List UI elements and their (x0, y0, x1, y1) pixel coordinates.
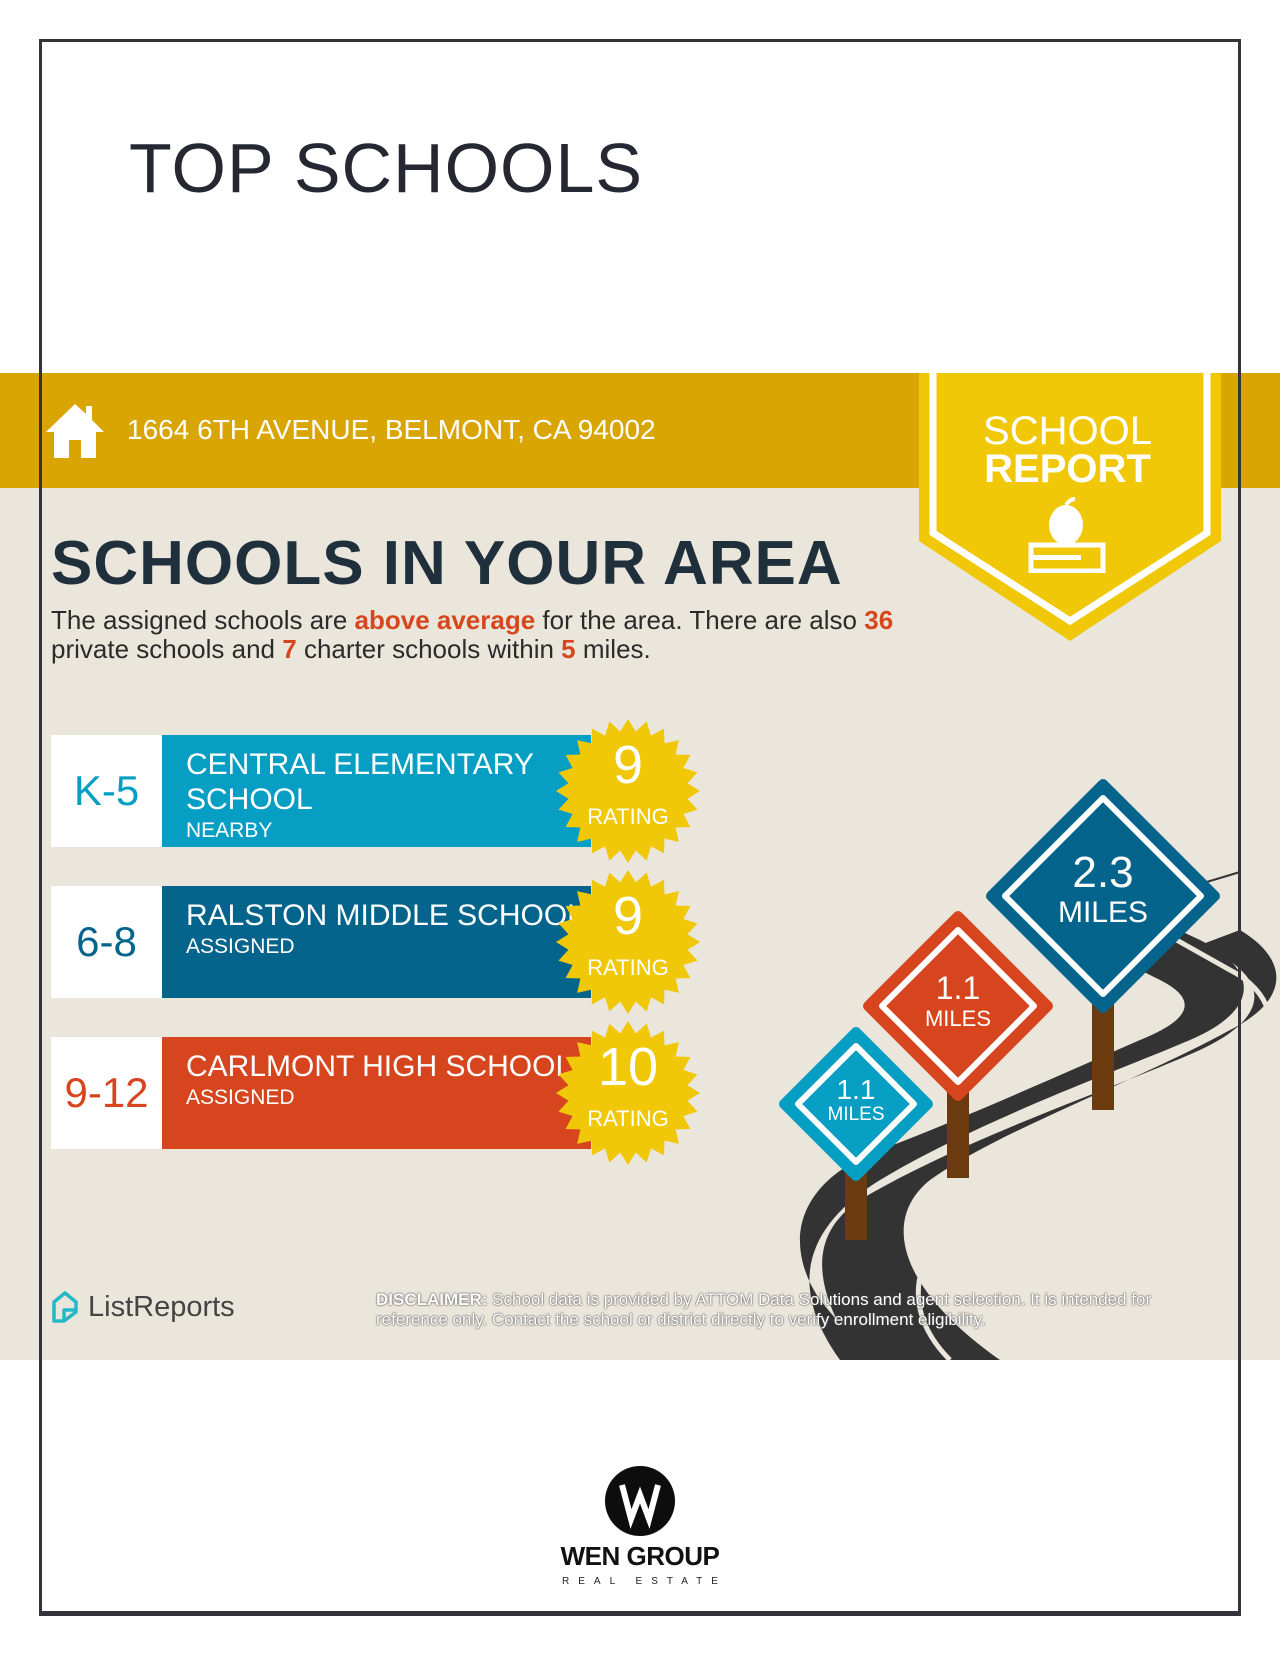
section-heading: SCHOOLS IN YOUR AREA (51, 529, 843, 598)
section-lead: The assigned schools are above average f… (51, 605, 894, 664)
distance-unit: MILES (924, 1005, 992, 1031)
school-name-bar: CARLMONT HIGH SCHOOL ASSIGNED (162, 1037, 591, 1149)
school-row: K-5 CENTRAL ELEMENTARY SCHOOL NEARBY 9 R… (51, 719, 700, 863)
school-status: ASSIGNED (186, 1086, 295, 1109)
distance-sign-border (795, 1043, 917, 1165)
disclaimer: DISCLAIMER: School data is provided by A… (376, 1290, 1152, 1329)
agent-logo: WEN GROUP REAL ESTATE (540, 1465, 740, 1587)
distance-value: 1.1 (836, 1073, 876, 1105)
school-name-bar: RALSTON MIDDLE SCHOOL ASSIGNED (162, 886, 591, 998)
road (800, 912, 1244, 1360)
school-status: NEARBY (186, 819, 273, 842)
distance-sign-border (1002, 795, 1204, 997)
page-title: TOP SCHOOLS (129, 129, 644, 207)
grade-range: 6-8 (51, 886, 162, 998)
distance-sign (986, 779, 1220, 1013)
rating-label: RATING (587, 1106, 669, 1131)
rating-label: RATING (587, 804, 669, 829)
school-row: 9-12 CARLMONT HIGH SCHOOL ASSIGNED 10 RA… (51, 1021, 700, 1165)
distance-value: 2.3 (1072, 847, 1134, 897)
distance-sign-border (879, 927, 1037, 1085)
road-centerline (915, 922, 1273, 1360)
school-name: RALSTON MIDDLE SCHOOL (186, 899, 584, 932)
rating-badge: 10 RATING (553, 1018, 703, 1168)
school-row: 6-8 RALSTON MIDDLE SCHOOL ASSIGNED 9 RAT… (51, 870, 700, 1014)
ribbon-line1: SCHOOL (983, 409, 1152, 453)
rating-value: 9 (612, 735, 644, 795)
rating-value: 9 (612, 886, 644, 946)
road-illustration (779, 779, 1277, 1360)
starburst-icon (556, 719, 700, 863)
distance-label: 1.1 MILES (776, 1073, 936, 1126)
school-name: CARLMONT HIGH SCHOOL (186, 1050, 573, 1083)
home-icon (46, 404, 104, 458)
rating-label: RATING (587, 955, 669, 980)
listreports-logo: ListReports (50, 1290, 235, 1324)
distance-value: 1.1 (935, 970, 981, 1007)
address-text: 1664 6TH AVENUE, BELMONT, CA 94002 (127, 414, 656, 445)
ribbon-line2: REPORT (984, 447, 1151, 491)
wen-group-logo-mark (605, 1466, 675, 1536)
distance-label: 2.3 MILES (1023, 847, 1183, 930)
distance-unit: MILES (1057, 896, 1149, 929)
grade-range: K-5 (51, 735, 162, 847)
distance-sign (779, 1027, 933, 1181)
rating-badge: 9 RATING (553, 867, 703, 1017)
school-status: ASSIGNED (186, 935, 295, 958)
apple-on-book-icon (1028, 497, 1106, 573)
rating-badge: 9 RATING (553, 716, 703, 866)
listreports-icon (52, 1291, 78, 1323)
starburst-icon (556, 1021, 700, 1165)
rating-value: 10 (597, 1037, 659, 1097)
school-name-bar: CENTRAL ELEMENTARY SCHOOL NEARBY (162, 735, 591, 847)
distance-label: 1.1 MILES (878, 972, 1038, 1032)
grade-range: 9-12 (51, 1037, 162, 1149)
distance-sign (863, 911, 1053, 1101)
school-name: CENTRAL ELEMENTARY SCHOOL (186, 748, 534, 816)
starburst-icon (556, 870, 700, 1014)
distance-unit: MILES (827, 1104, 885, 1125)
page-frame (39, 39, 1241, 1616)
